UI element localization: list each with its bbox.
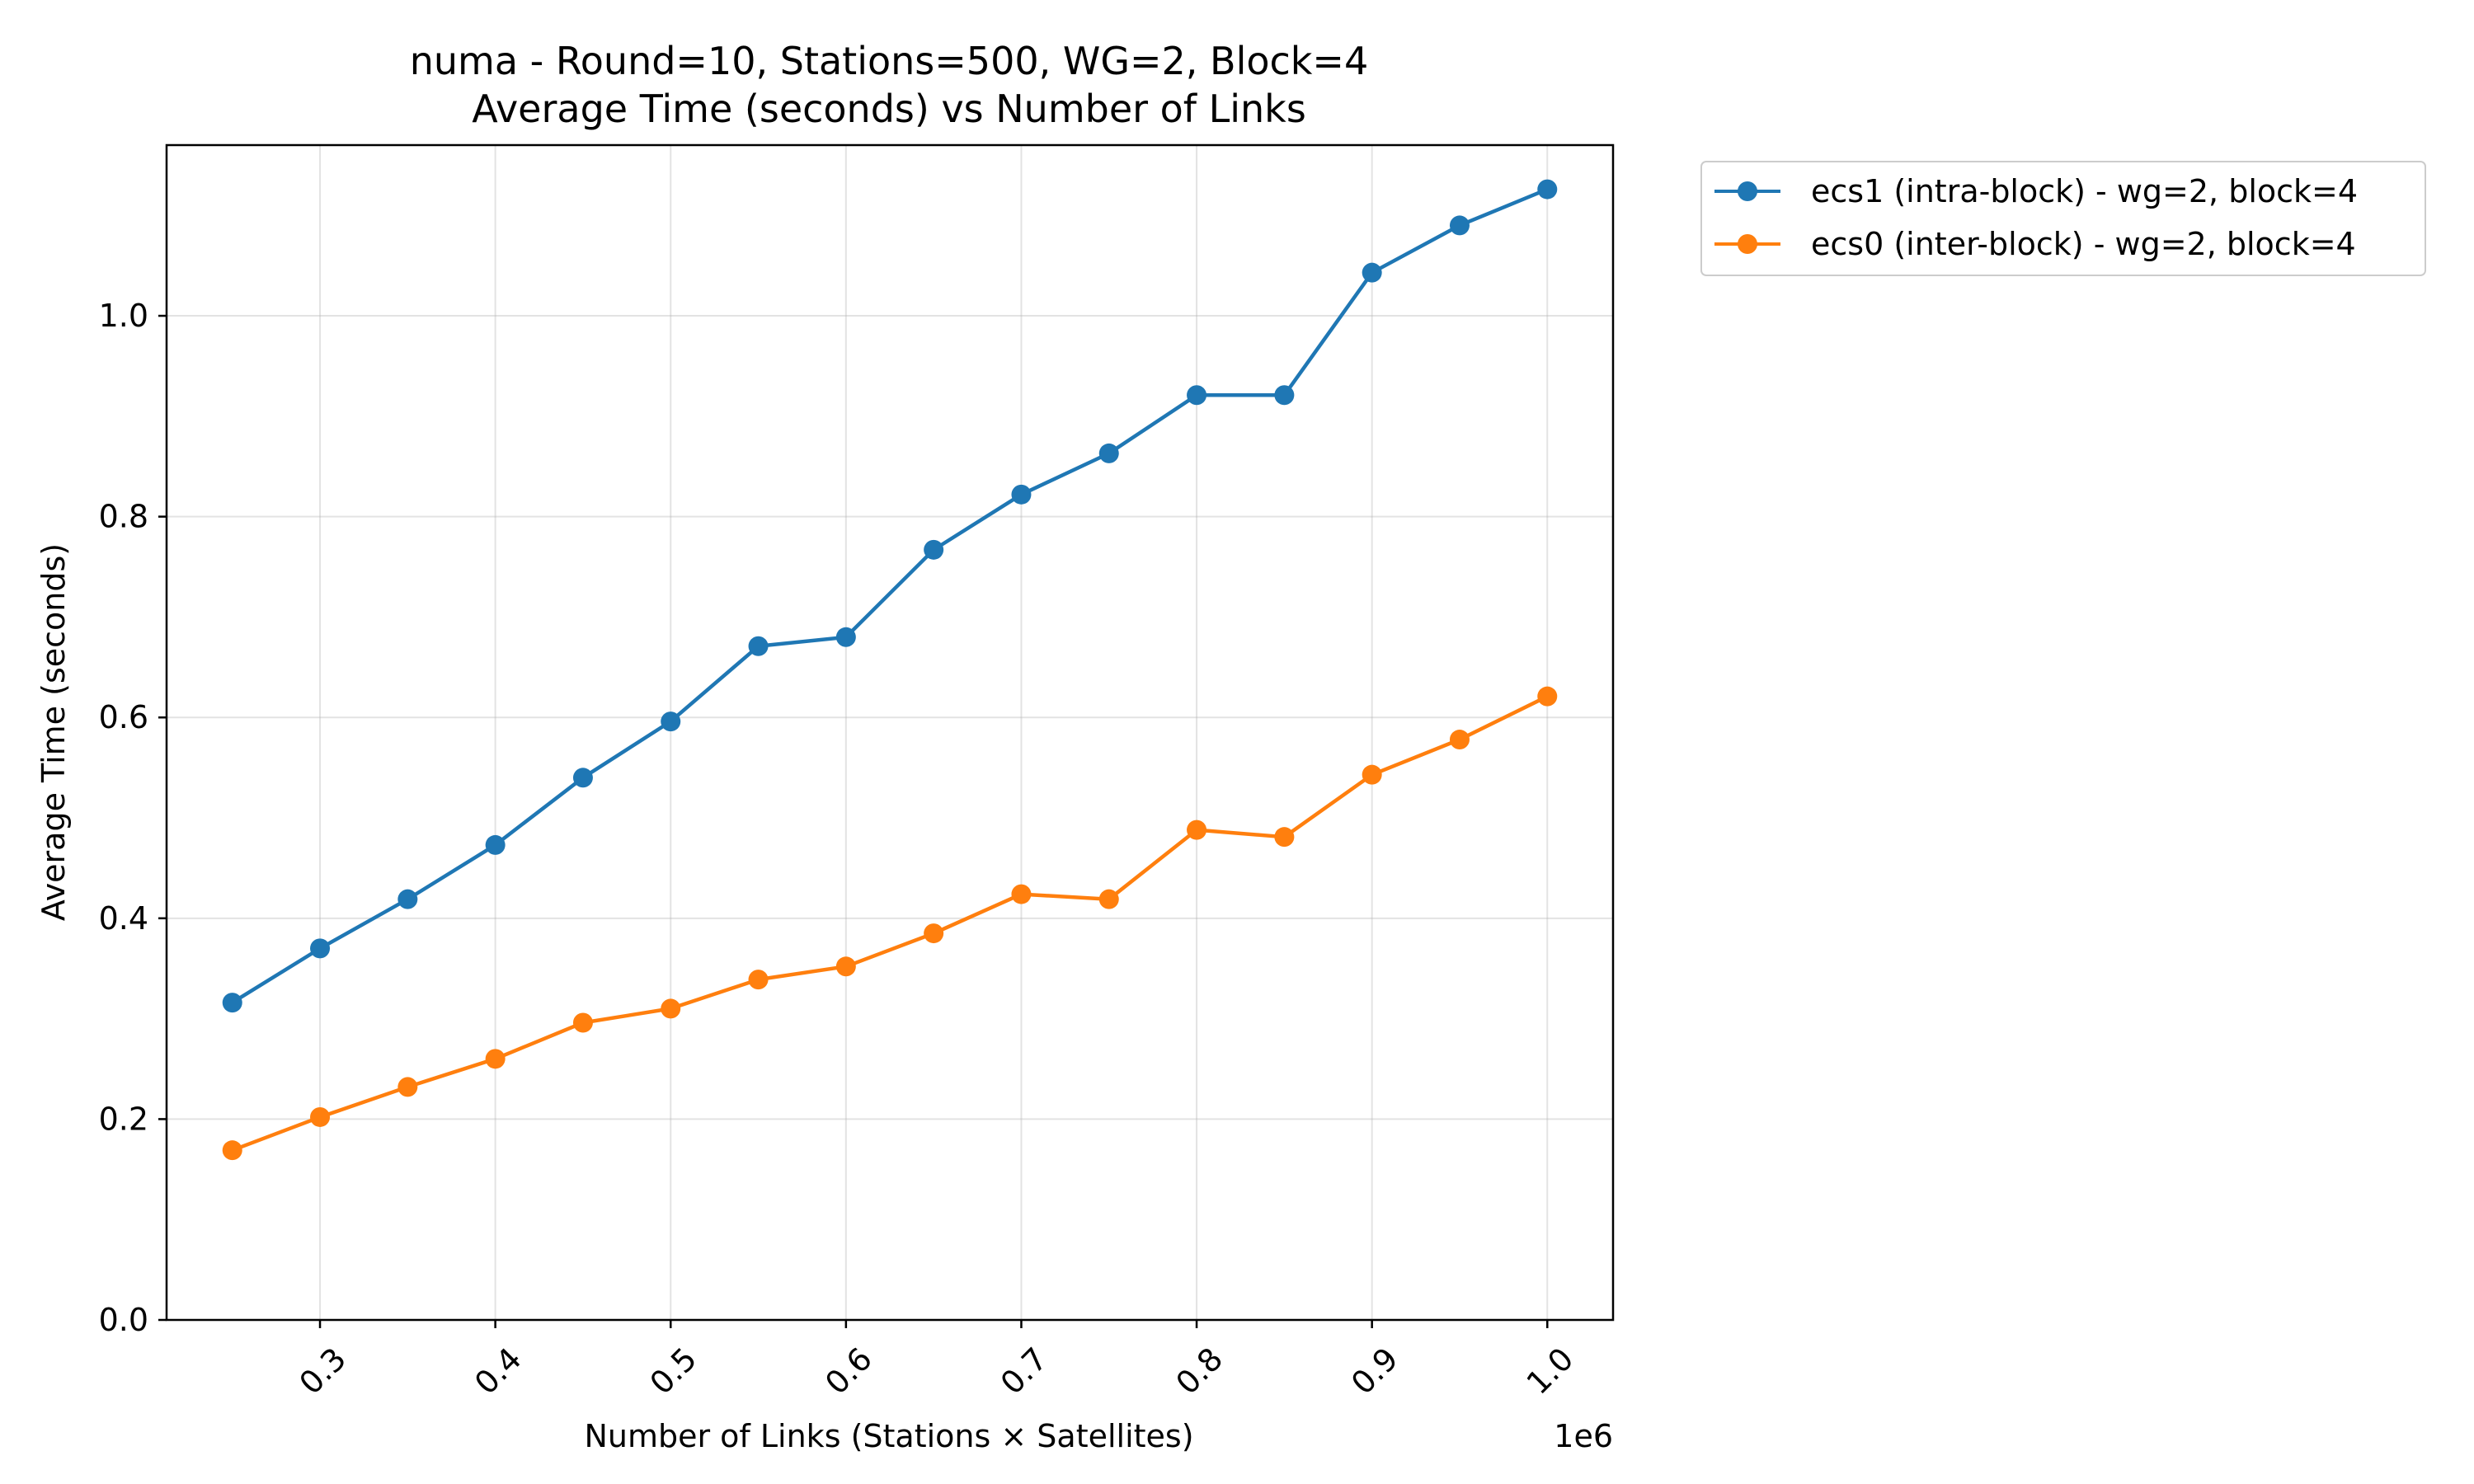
data-point-series-0	[1537, 179, 1558, 200]
data-point-series-1	[485, 1049, 506, 1069]
data-point-series-0	[835, 627, 856, 647]
data-point-series-1	[835, 956, 856, 977]
data-point-series-1	[1187, 819, 1207, 840]
data-point-series-1	[397, 1077, 418, 1097]
data-point-series-1	[1011, 884, 1032, 904]
legend-label-ecs0: ecs0 (inter-block) - wg=2, block=4	[1811, 226, 2356, 262]
legend: ecs1 (intra-block) - wg=2, block=4 ecs0 …	[1700, 161, 2426, 276]
data-point-series-0	[1274, 385, 1295, 406]
data-point-series-0	[661, 711, 681, 732]
data-point-series-1	[661, 998, 681, 1019]
legend-marker-ecs0	[1738, 234, 1757, 254]
legend-marker-ecs1	[1738, 181, 1757, 201]
data-point-series-1	[1274, 827, 1295, 848]
data-point-series-0	[485, 834, 506, 855]
data-point-series-0	[1098, 443, 1119, 463]
data-point-series-0	[1011, 484, 1032, 505]
series-layer	[222, 179, 1558, 1161]
y-tick-label: 0.6	[99, 699, 148, 735]
data-point-series-1	[1449, 730, 1470, 750]
y-tick-label: 0.4	[99, 900, 148, 937]
y-axis-label: Average Time (seconds)	[35, 543, 72, 921]
data-point-series-0	[397, 889, 418, 909]
y-tick-label: 0.0	[99, 1302, 148, 1338]
series-line-1	[231, 694, 1549, 1153]
data-point-series-0	[748, 636, 769, 656]
y-tick-label: 0.8	[99, 499, 148, 535]
series-line-0	[231, 187, 1549, 1005]
x-offset-label: 1e6	[1554, 1418, 1613, 1454]
plot-area-frame	[165, 143, 1615, 1322]
data-point-series-0	[924, 539, 944, 560]
legend-box	[1700, 161, 2426, 276]
y-tick-label: 1.0	[99, 298, 148, 334]
data-point-series-1	[572, 1012, 593, 1033]
data-point-series-1	[310, 1106, 331, 1127]
data-point-series-1	[924, 923, 944, 944]
data-point-series-1	[222, 1140, 242, 1161]
y-tick-label: 0.2	[99, 1101, 148, 1137]
data-point-series-1	[1098, 889, 1119, 909]
chart-title-line2: Average Time (seconds) vs Number of Link…	[472, 87, 1306, 131]
legend-label-ecs1: ecs1 (intra-block) - wg=2, block=4	[1811, 173, 2358, 209]
x-axis-label: Number of Links (Stations × Satellites)	[584, 1418, 1193, 1454]
data-point-series-1	[1362, 764, 1382, 785]
data-point-series-0	[1449, 215, 1470, 236]
data-point-series-0	[222, 993, 242, 1013]
chart-title-line1: numa - Round=10, Stations=500, WG=2, Blo…	[410, 39, 1369, 83]
grid-lines	[167, 145, 1613, 1321]
data-point-series-1	[1537, 686, 1558, 707]
data-point-series-0	[572, 768, 593, 788]
data-point-series-1	[748, 970, 769, 990]
data-point-series-0	[1187, 385, 1207, 406]
data-point-series-0	[310, 938, 331, 959]
data-point-series-0	[1362, 262, 1382, 283]
